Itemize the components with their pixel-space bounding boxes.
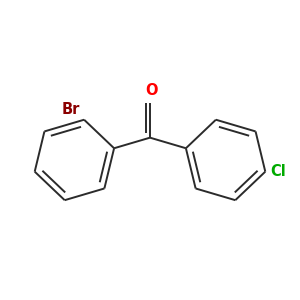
Text: Cl: Cl bbox=[270, 164, 286, 179]
Text: O: O bbox=[145, 83, 158, 98]
Text: Br: Br bbox=[62, 101, 80, 116]
